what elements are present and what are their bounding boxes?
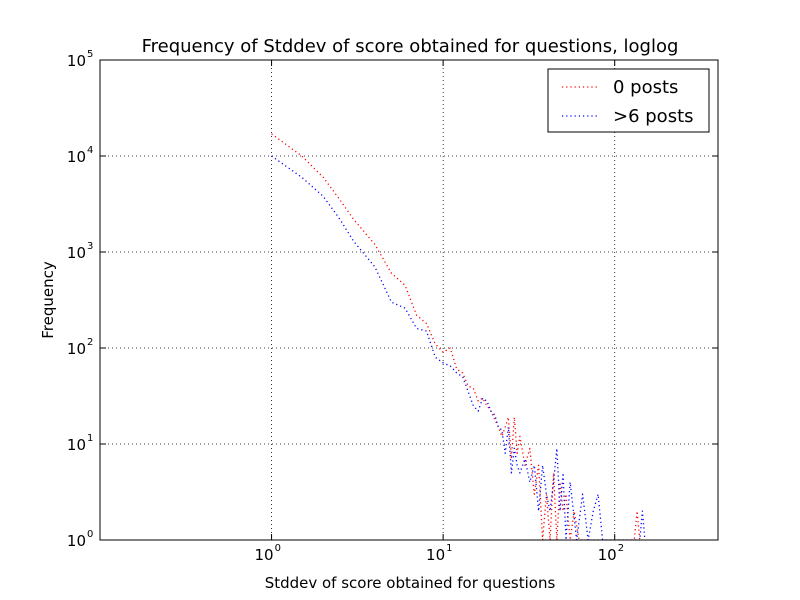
x-tick-label: 10 (426, 546, 445, 564)
y-tick-label-exponent: 1 (87, 433, 93, 444)
legend-box (547, 68, 710, 133)
y-tick-label: 10 (67, 340, 86, 358)
chart-title: Frequency of Stddev of score obtained fo… (142, 36, 679, 57)
y-tick-label: 10 (67, 148, 86, 166)
y-tick-label: 10 (67, 244, 86, 262)
y-tick-label: 10 (67, 436, 86, 454)
x-tick-label-exponent: 1 (446, 543, 452, 554)
x-tick-label-exponent: 2 (618, 543, 624, 554)
x-tick-label: 10 (254, 546, 273, 564)
legend-label-gt6-posts: >6 posts (613, 106, 694, 127)
y-axis-label: Frequency (39, 261, 57, 339)
y-tick-label: 10 (67, 52, 86, 70)
series-group (271, 133, 646, 540)
legend: 0 posts >6 posts (547, 68, 710, 133)
y-tick-label-exponent: 2 (87, 337, 93, 348)
x-axis-label: Stddev of score obtained for questions (265, 574, 556, 592)
y-tick-label-exponent: 5 (87, 49, 93, 60)
x-tick-label: 10 (598, 546, 617, 564)
y-tick-label-exponent: 0 (87, 529, 93, 540)
grid (100, 60, 718, 540)
y-tick-label-exponent: 3 (87, 241, 93, 252)
x-tick-label-exponent: 0 (275, 543, 281, 554)
y-tick-label: 10 (67, 532, 86, 550)
plot-frame (99, 59, 719, 541)
legend-label-0-posts: 0 posts (613, 77, 678, 98)
series-line-1 (271, 155, 646, 540)
y-tick-label-exponent: 4 (87, 145, 93, 156)
ticks: 10 0 10 1 10 210 010 110 210 310 410 5 (67, 49, 718, 564)
